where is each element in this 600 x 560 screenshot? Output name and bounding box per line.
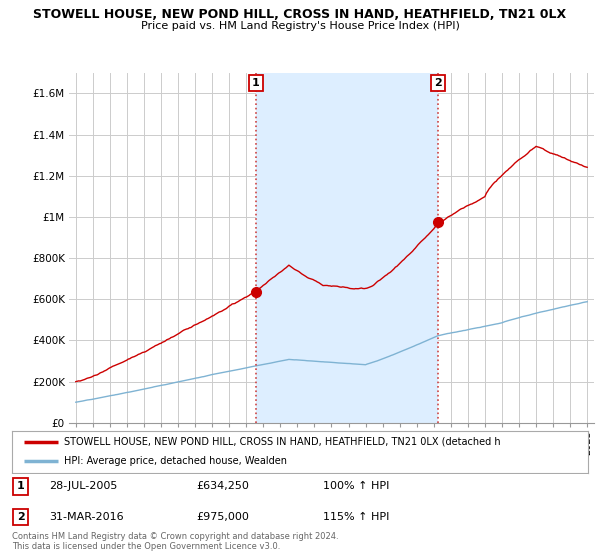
Text: HPI: Average price, detached house, Wealden: HPI: Average price, detached house, Weal…: [64, 456, 287, 466]
Text: 2: 2: [17, 512, 25, 522]
Text: Contains HM Land Registry data © Crown copyright and database right 2024.: Contains HM Land Registry data © Crown c…: [12, 532, 338, 541]
Text: STOWELL HOUSE, NEW POND HILL, CROSS IN HAND, HEATHFIELD, TN21 0LX: STOWELL HOUSE, NEW POND HILL, CROSS IN H…: [34, 8, 566, 21]
Text: 1: 1: [17, 482, 25, 491]
Text: 2: 2: [434, 78, 442, 88]
Text: This data is licensed under the Open Government Licence v3.0.: This data is licensed under the Open Gov…: [12, 542, 280, 551]
Text: £634,250: £634,250: [196, 482, 249, 491]
Text: STOWELL HOUSE, NEW POND HILL, CROSS IN HAND, HEATHFIELD, TN21 0LX (detached h: STOWELL HOUSE, NEW POND HILL, CROSS IN H…: [64, 437, 500, 447]
Text: 1: 1: [252, 78, 260, 88]
Bar: [256, 73, 438, 423]
Text: 31-MAR-2016: 31-MAR-2016: [49, 512, 124, 522]
Text: 100% ↑ HPI: 100% ↑ HPI: [323, 482, 389, 491]
Text: 115% ↑ HPI: 115% ↑ HPI: [323, 512, 389, 522]
Text: Price paid vs. HM Land Registry's House Price Index (HPI): Price paid vs. HM Land Registry's House …: [140, 21, 460, 31]
Text: £975,000: £975,000: [196, 512, 249, 522]
Text: 28-JUL-2005: 28-JUL-2005: [49, 482, 118, 491]
